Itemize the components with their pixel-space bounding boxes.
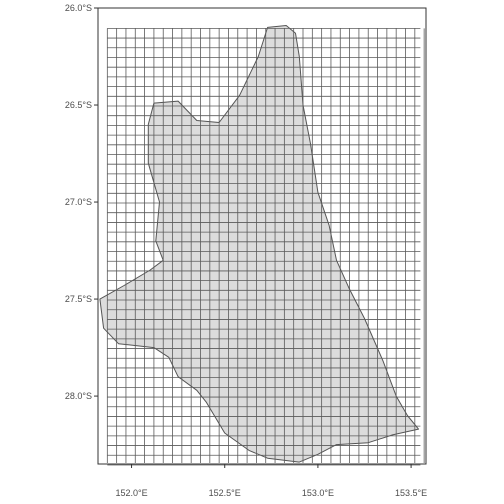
y-tick-label: 26.0°S xyxy=(65,3,92,13)
y-tick-label: 28.0°S xyxy=(65,391,92,401)
x-tick-label: 153.0°E xyxy=(302,488,334,498)
grid-layer xyxy=(106,27,425,466)
x-tick-label: 153.5°E xyxy=(395,488,427,498)
x-tick-label: 152.0°E xyxy=(115,488,147,498)
y-axis: 26.0°S 26.5°S 27.0°S 27.5°S 28.0°S xyxy=(65,3,98,401)
region-layer xyxy=(99,25,419,463)
y-tick-label: 26.5°S xyxy=(65,100,92,110)
y-tick-label: 27.0°S xyxy=(65,197,92,207)
y-tick-label: 27.5°S xyxy=(65,294,92,304)
x-axis: 152.0°E 152.5°E 153.0°E 153.5°E xyxy=(115,464,427,498)
panel-border xyxy=(97,7,427,465)
x-tick-label: 152.5°E xyxy=(209,488,241,498)
region-polygon xyxy=(99,25,419,463)
